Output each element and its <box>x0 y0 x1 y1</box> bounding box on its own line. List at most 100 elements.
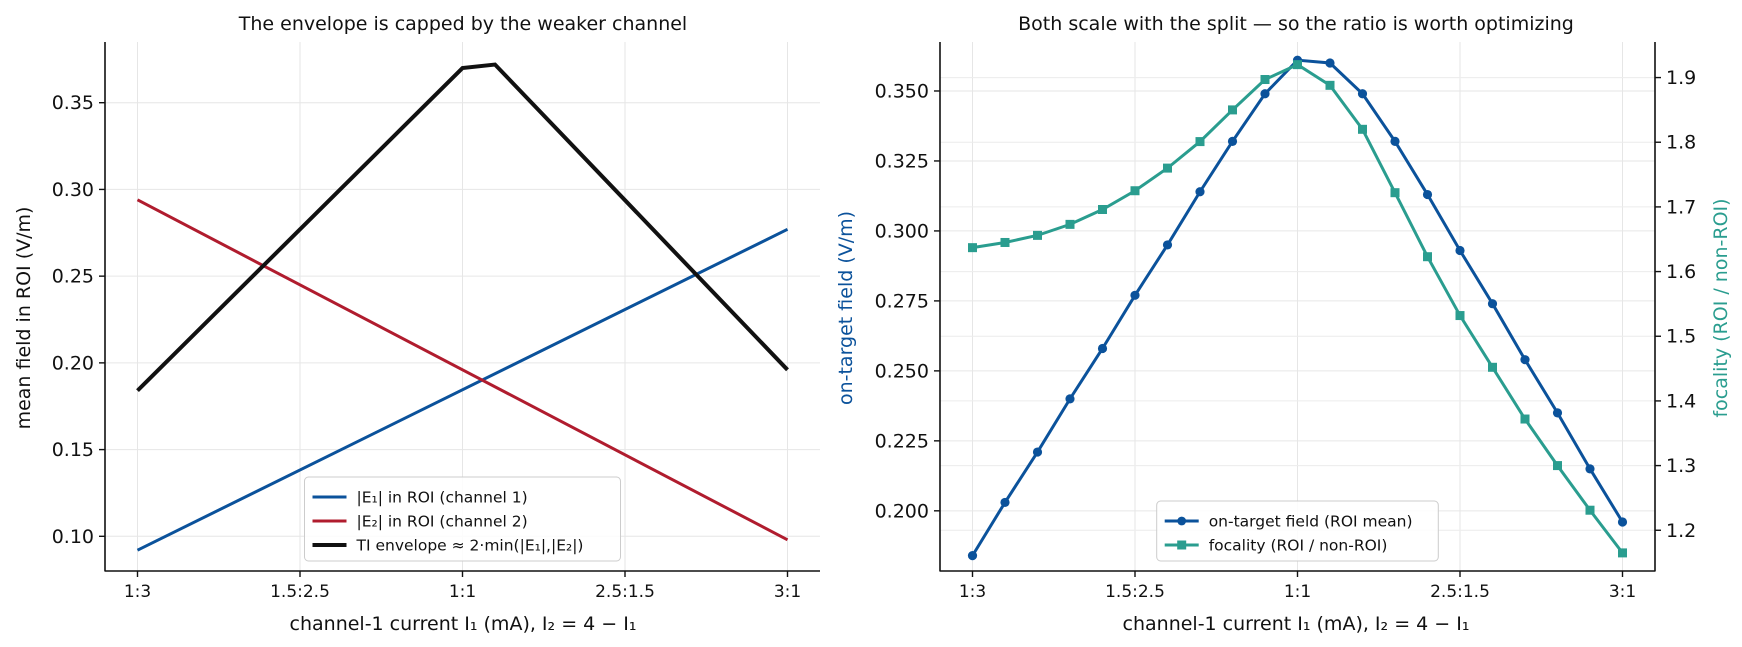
right-legend-label-1: focality (ROI / non-ROI) <box>1209 537 1388 555</box>
right-point-square <box>1618 548 1627 558</box>
left-series-line-2 <box>136 62 789 393</box>
right-point-circle <box>1552 408 1563 418</box>
left-x-tick-label: 1:1 <box>449 582 476 602</box>
right-legend-label-0: on-target field (ROI mean) <box>1209 513 1413 531</box>
right-point-square <box>1553 461 1562 471</box>
right-point-circle <box>1227 136 1238 146</box>
left-y-tick-label: 0.15 <box>52 439 94 461</box>
right-y-right-tick-label: 1.4 <box>1666 390 1696 412</box>
right-y-tick-label: 0.325 <box>875 150 929 172</box>
right-point-circle <box>1000 497 1010 508</box>
right-y-right-tick-label: 1.8 <box>1666 132 1696 154</box>
right-point-circle <box>1487 299 1498 309</box>
right-point-circle <box>1195 187 1205 197</box>
right-point-square <box>1033 230 1042 240</box>
right-point-square <box>1488 362 1497 372</box>
right-panel: 1:3 1.5:2.5 1:1 2.5:1.5 3:1 0.200 0.225 0.250 0.… <box>835 13 1732 635</box>
right-point-square <box>1390 188 1400 198</box>
right-y-right-tick-label: 1.5 <box>1666 326 1696 348</box>
right-y-right-tick-label: 1.7 <box>1666 196 1696 218</box>
left-y-tick-label: 0.30 <box>52 179 94 201</box>
right-point-circle <box>1357 89 1368 99</box>
right-point-square <box>1065 219 1075 229</box>
right-point-circle <box>1422 189 1433 200</box>
right-point-square <box>1423 252 1432 262</box>
left-legend-box <box>304 476 621 562</box>
right-x-axis-label: channel-1 current I₁ (mA), I₂ = 4 − I₁ <box>1123 613 1470 635</box>
right-left-y-axis-label: on-target field (V/m) <box>835 211 857 405</box>
right-point-square <box>1260 75 1270 85</box>
right-point-circle <box>1390 136 1400 146</box>
left-y-tick-label: 0.25 <box>52 266 94 288</box>
right-point-circle <box>1617 517 1628 527</box>
right-y-right-tick-label: 1.9 <box>1666 67 1696 89</box>
right-legend-marker-circle <box>1177 516 1187 526</box>
right-point-square <box>1520 414 1530 424</box>
right-tick-labels: 1:3 1.5:2.5 1:1 2.5:1.5 3:1 0.200 0.225 0.250 0.… <box>875 67 1697 602</box>
right-point-circle <box>1455 245 1465 256</box>
left-series-line-1 <box>136 198 789 542</box>
right-y-tick-label: 0.350 <box>875 80 929 102</box>
right-gridlines <box>940 42 1655 571</box>
right-y-right-tick-label: 1.3 <box>1666 455 1696 477</box>
left-legend: |E₁| in ROI (channel 1) |E₂| in ROI (chan… <box>304 476 621 562</box>
right-point-circle <box>1065 394 1075 404</box>
right-point-square <box>1000 237 1010 247</box>
left-tick-labels: 1:3 1.5:2.5 1:1 2.5:1.5 3:1 0.10 0.15 0.20 0.25 0… <box>52 92 801 602</box>
left-x-tick-label: 2.5:1.5 <box>595 582 655 602</box>
right-point-square <box>1228 105 1237 115</box>
right-x-tick-label: 3:1 <box>1609 582 1636 602</box>
right-series-markers <box>967 55 1628 561</box>
right-y-tick-label: 0.250 <box>875 360 929 382</box>
right-legend: on-target field (ROI mean) focality (ROI … <box>1156 500 1439 562</box>
right-point-square <box>1358 124 1367 134</box>
right-chart-title: Both scale with the split — so the ratio… <box>1018 13 1574 35</box>
left-y-tick-label: 0.35 <box>52 92 94 114</box>
right-point-circle <box>1585 464 1595 474</box>
left-legend-label-1: |E₂| in ROI (channel 2) <box>357 513 528 531</box>
right-y-right-tick-label: 1.6 <box>1666 261 1696 283</box>
right-point-square <box>1293 60 1302 70</box>
right-point-circle <box>1520 355 1530 365</box>
left-panel: 1:3 1.5:2.5 1:1 2.5:1.5 3:1 0.10 0.15 0.20 0.25 0… <box>13 13 820 635</box>
right-point-circle <box>1032 447 1043 457</box>
right-y-tick-label: 0.300 <box>875 220 929 242</box>
right-point-circle <box>1325 58 1335 68</box>
right-point-circle <box>967 551 978 561</box>
left-legend-label-2: TI envelope ≈ 2·min(|E₁|,|E₂|) <box>356 537 584 555</box>
right-right-y-axis-label: focality (ROI / non-ROI) <box>1710 198 1732 417</box>
right-y-right-tick-label: 1.2 <box>1666 520 1696 542</box>
left-x-tick-label: 1:3 <box>124 582 151 602</box>
right-point-square <box>1325 80 1335 90</box>
left-y-tick-label: 0.10 <box>52 526 94 548</box>
right-y-tick-label: 0.275 <box>875 290 929 312</box>
right-x-tick-label: 2.5:1.5 <box>1430 582 1490 602</box>
left-x-axis-label: channel-1 current I₁ (mA), I₂ = 4 − I₁ <box>290 613 637 635</box>
right-point-square <box>1163 163 1172 173</box>
right-point-square <box>1195 137 1205 147</box>
left-x-tick-label: 1.5:2.5 <box>270 582 330 602</box>
left-chart-title: The envelope is capped by the weaker cha… <box>238 13 687 35</box>
left-x-tick-label: 3:1 <box>774 582 801 602</box>
right-point-circle <box>1162 240 1173 250</box>
left-axes <box>99 42 820 577</box>
right-point-circle <box>1130 290 1140 300</box>
right-x-tick-label: 1:1 <box>1284 582 1311 602</box>
right-y-tick-label: 0.225 <box>875 430 929 452</box>
left-y-axis-label: mean field in ROI (V/m) <box>13 207 35 430</box>
right-point-square <box>1455 311 1465 321</box>
right-y-tick-label: 0.200 <box>875 500 929 522</box>
right-point-circle <box>1260 89 1270 99</box>
right-point-square <box>1130 186 1140 196</box>
right-legend-box <box>1156 500 1439 562</box>
right-legend-marker-square <box>1177 540 1187 550</box>
right-point-square <box>1098 204 1107 214</box>
left-legend-label-0: |E₁| in ROI (channel 1) <box>357 489 528 507</box>
right-point-square <box>968 243 977 253</box>
right-point-circle <box>1097 343 1108 354</box>
right-x-tick-label: 1:3 <box>959 582 986 602</box>
right-axes <box>934 42 1661 577</box>
left-series-line-0 <box>136 227 789 552</box>
